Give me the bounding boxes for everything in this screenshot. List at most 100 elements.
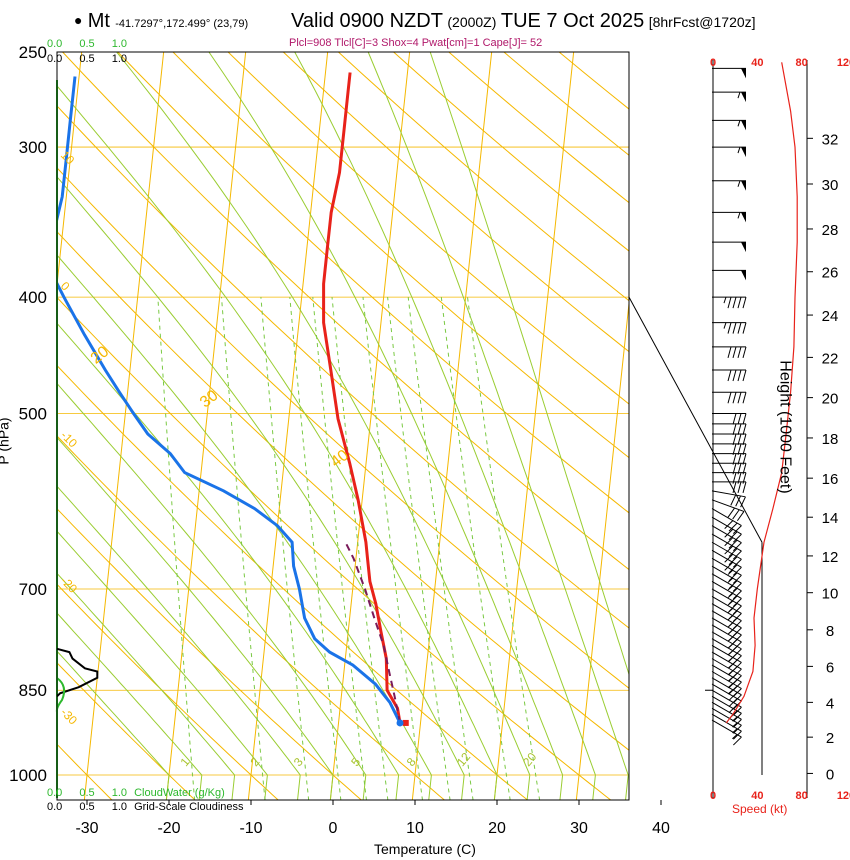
wind-barb-flag <box>728 539 738 549</box>
wind-barb-flag <box>732 481 737 493</box>
isotherm-line <box>658 31 740 801</box>
wind-barb-pennant <box>741 68 746 79</box>
y-axis-title: P (hPa) <box>0 417 12 464</box>
wind-barb-staff <box>711 516 742 535</box>
isotherm-label: 10 <box>58 148 78 168</box>
moist-adiabat-line <box>57 176 465 800</box>
moist-adiabat-line <box>57 436 334 800</box>
height-tick-label: 6 <box>826 659 834 676</box>
wind-barb-flag <box>732 730 742 740</box>
wind-barb-flag <box>732 668 742 678</box>
isotherm-label: -30 <box>58 705 80 727</box>
speed-tick-label-top: 80 <box>796 57 808 69</box>
wind-barb-flag <box>732 413 737 425</box>
wind-barb-flag <box>732 558 742 568</box>
wind-barb-half-flag <box>723 296 727 304</box>
wind-barb-flag <box>732 681 742 691</box>
isotherm-line <box>493 52 575 800</box>
wind-barb-flag <box>727 322 732 334</box>
wind-barb-pennant <box>741 212 746 223</box>
valid-time: Valid 0900 NZDT <box>291 10 443 32</box>
moist-adiabat-line <box>57 322 400 800</box>
wind-barb-flag <box>728 522 738 532</box>
wind-barb-flag <box>732 566 742 576</box>
wind-barb-flag <box>732 605 742 615</box>
wind-barb-staff <box>711 525 742 544</box>
mixing-ratio-line <box>387 297 451 800</box>
mixing-ratio-line <box>467 297 541 800</box>
wind-barb-staff <box>711 677 742 696</box>
speed-tick-label-top: 40 <box>751 57 763 69</box>
wind-barb-flag <box>732 533 742 543</box>
wind-speed-profile <box>725 62 798 724</box>
wind-barb-flag <box>732 648 742 658</box>
dry-adiabat-line <box>57 167 629 689</box>
zulu-time: (2000Z) <box>447 14 497 30</box>
wind-barb-flag <box>728 588 738 597</box>
wind-barb-flag <box>737 443 742 456</box>
speed-tick-label-bottom: 80 <box>796 790 808 802</box>
isotherm-line <box>575 298 629 800</box>
temperature-tick-label: 0 <box>329 820 338 837</box>
wind-barb-half-flag <box>723 322 727 329</box>
wind-barb-flag <box>724 553 734 563</box>
wind-barb-flag <box>728 564 738 574</box>
wind-barb-staff <box>711 707 742 726</box>
axes: 250 300 400 500 700 850 1000 -30 -20 -10 0 10 20 30 40 <box>9 43 670 837</box>
speed-tick-label-top: 120 <box>837 57 850 69</box>
height-axis-title: Height (1000 Feet) <box>776 360 794 494</box>
dry-adiabat-line <box>57 231 629 751</box>
wind-barb-pennant <box>741 92 746 103</box>
height-panel: 0040408080120120024681012141618202224262… <box>705 57 850 802</box>
wind-barb-staff <box>711 651 742 670</box>
wind-barb-flag <box>742 322 747 334</box>
wind-barb-staff <box>711 664 742 683</box>
wind-barb-staff <box>711 508 742 527</box>
cloudiness-scale-top: 0.0 0.5 1.0 <box>47 53 127 65</box>
dry-adiabat-line <box>57 508 363 800</box>
wind-barb-staff <box>711 644 742 663</box>
wind-barb-flag <box>728 548 738 557</box>
moist-adiabat-line <box>57 485 301 800</box>
wind-barb-flag <box>732 620 742 630</box>
wind-barb-flag <box>742 346 747 358</box>
height-tick-label: 10 <box>822 586 839 603</box>
pressure-tick-label: 400 <box>19 288 47 307</box>
mixing-ratio-line <box>440 297 511 800</box>
background-grid <box>57 31 740 801</box>
wind-barb-staff <box>711 658 742 677</box>
speed-tick-label-bottom: 40 <box>751 790 763 802</box>
height-tick-label: 4 <box>826 695 834 712</box>
moist-adiabat-line <box>57 572 236 800</box>
temperature-tick-label: -30 <box>75 820 98 837</box>
wind-barb-half-flag <box>732 716 738 722</box>
wind-barb-staff <box>711 631 742 650</box>
height-tick-label: 24 <box>822 308 839 325</box>
height-tick-label: 26 <box>822 265 839 282</box>
forecast-info: [8hrFcst@1720z] <box>648 14 756 30</box>
wind-barb-flag <box>732 463 737 475</box>
wind-barb-flag <box>732 662 742 671</box>
plot-frame <box>56 51 630 801</box>
station-name: Mt <box>87 10 110 32</box>
wind-barb-flag <box>742 296 747 309</box>
wind-barb-flag <box>742 433 747 446</box>
wind-barb-flag <box>732 369 737 382</box>
wind-barb-flag <box>737 392 742 404</box>
wind-barb-flag <box>732 574 742 584</box>
dry-adiabat-label: 10 <box>0 295 4 319</box>
wind-barb-flag <box>732 509 740 520</box>
station-location: -41.7297°,172.499° (23,79) <box>115 18 249 30</box>
pressure-tick-label: 500 <box>19 405 47 424</box>
wind-barb-flag <box>732 613 742 622</box>
wind-barb-flag <box>742 481 747 493</box>
height-tick-label: 18 <box>822 431 839 448</box>
surface-dewpoint-marker <box>396 719 404 727</box>
wind-barb-flag <box>737 369 742 382</box>
wind-barb-flag <box>728 531 738 541</box>
height-tick-label: 8 <box>826 623 834 640</box>
cloudwater-tick: 0.0 <box>47 38 63 50</box>
moist-adiabat-line <box>57 650 170 800</box>
wind-barb-flag <box>732 634 742 644</box>
